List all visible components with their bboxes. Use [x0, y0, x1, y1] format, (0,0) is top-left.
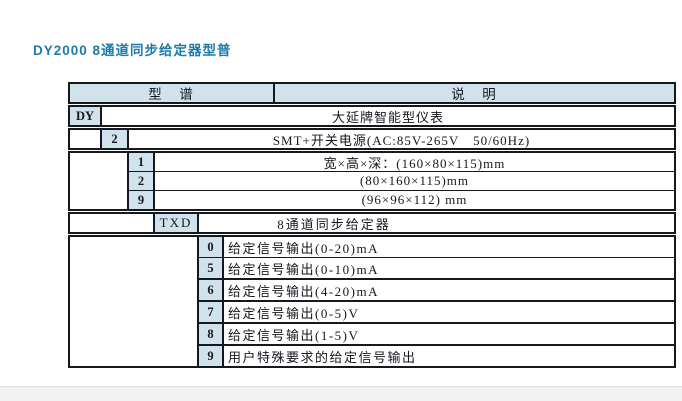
description-cell: 大延牌智能型仪表: [331, 109, 444, 125]
group-function: TXD 8通道同步给定器: [68, 212, 676, 234]
output-rows: 0 给定信号输出(0-20)mA 5 给定信号输出(0-10)mA 6 给定信号…: [199, 237, 674, 366]
code-cell: 5: [199, 258, 224, 278]
page-bottom-strip: [0, 386, 682, 401]
group-outputs: 0 给定信号输出(0-20)mA 5 给定信号输出(0-10)mA 6 给定信号…: [68, 235, 676, 368]
table-row: 6 给定信号输出(4-20)mA: [199, 278, 674, 300]
code-cell: 0: [199, 237, 224, 257]
description-cell: (96×96×112) mm: [361, 192, 468, 207]
blank-cell: [70, 130, 102, 148]
description-cell: 给定信号输出(0-10)mA: [228, 261, 379, 277]
table-row: 8 给定信号输出(1-5)V: [199, 322, 674, 344]
blank-cell: [70, 237, 199, 366]
group-brand: DY 大延牌智能型仪表: [68, 105, 676, 127]
description-cell: (80×160×115)mm: [359, 173, 470, 188]
code-cell: 2: [102, 130, 129, 148]
table-header-row: 型 谱 说 明: [68, 82, 676, 104]
blank-cell: [70, 153, 129, 209]
table-row: 5 给定信号输出(0-10)mA: [199, 257, 674, 278]
table-row: 7 给定信号输出(0-5)V: [199, 300, 674, 322]
code-cell: 7: [199, 302, 224, 322]
description-cell: 8通道同步给定器: [277, 216, 391, 232]
code-cell: 8: [199, 324, 224, 344]
group-dimensions: 1 宽×高×深：(160×80×115)mm 2 (80×160×115)mm …: [68, 151, 676, 211]
header-description: 说 明: [275, 84, 674, 102]
page-title: DY2000 8通道同步给定器型普: [33, 43, 232, 58]
description-cell: 给定信号输出(0-5)V: [228, 305, 360, 321]
table-row: 1 宽×高×深：(160×80×115)mm: [129, 153, 674, 171]
blank-cell: [70, 214, 155, 232]
header-model-spectrum: 型 谱: [70, 84, 275, 102]
group-power: 2 SMT+开关电源(AC:85V-265V 50/60Hz): [68, 128, 676, 150]
code-cell: 6: [199, 280, 224, 300]
description-cell: SMT+开关电源(AC:85V-265V 50/60Hz): [272, 132, 531, 148]
code-cell: DY: [70, 107, 102, 125]
table-row: 9 用户特殊要求的给定信号输出: [199, 344, 674, 366]
description-cell: 宽×高×深：(160×80×115)mm: [323, 155, 506, 171]
code-cell: 9: [199, 346, 224, 366]
table-row: 0 给定信号输出(0-20)mA: [199, 237, 674, 257]
description-cell: 给定信号输出(4-20)mA: [228, 283, 379, 299]
description-cell: 给定信号输出(1-5)V: [228, 327, 360, 343]
code-cell: 2: [129, 172, 155, 190]
model-spectrum-table: 型 谱 说 明 DY 大延牌智能型仪表 2 SMT+开关电源(AC:85V-26…: [68, 82, 676, 368]
code-cell: 9: [129, 191, 155, 209]
description-cell: 给定信号输出(0-20)mA: [228, 240, 379, 256]
table-row: 2 (80×160×115)mm: [129, 171, 674, 190]
code-cell: TXD: [155, 214, 199, 232]
table-row: 9 (96×96×112) mm: [129, 190, 674, 209]
description-cell: 用户特殊要求的给定信号输出: [228, 349, 417, 365]
dimension-rows: 1 宽×高×深：(160×80×115)mm 2 (80×160×115)mm …: [129, 153, 674, 209]
code-cell: 1: [129, 153, 155, 171]
